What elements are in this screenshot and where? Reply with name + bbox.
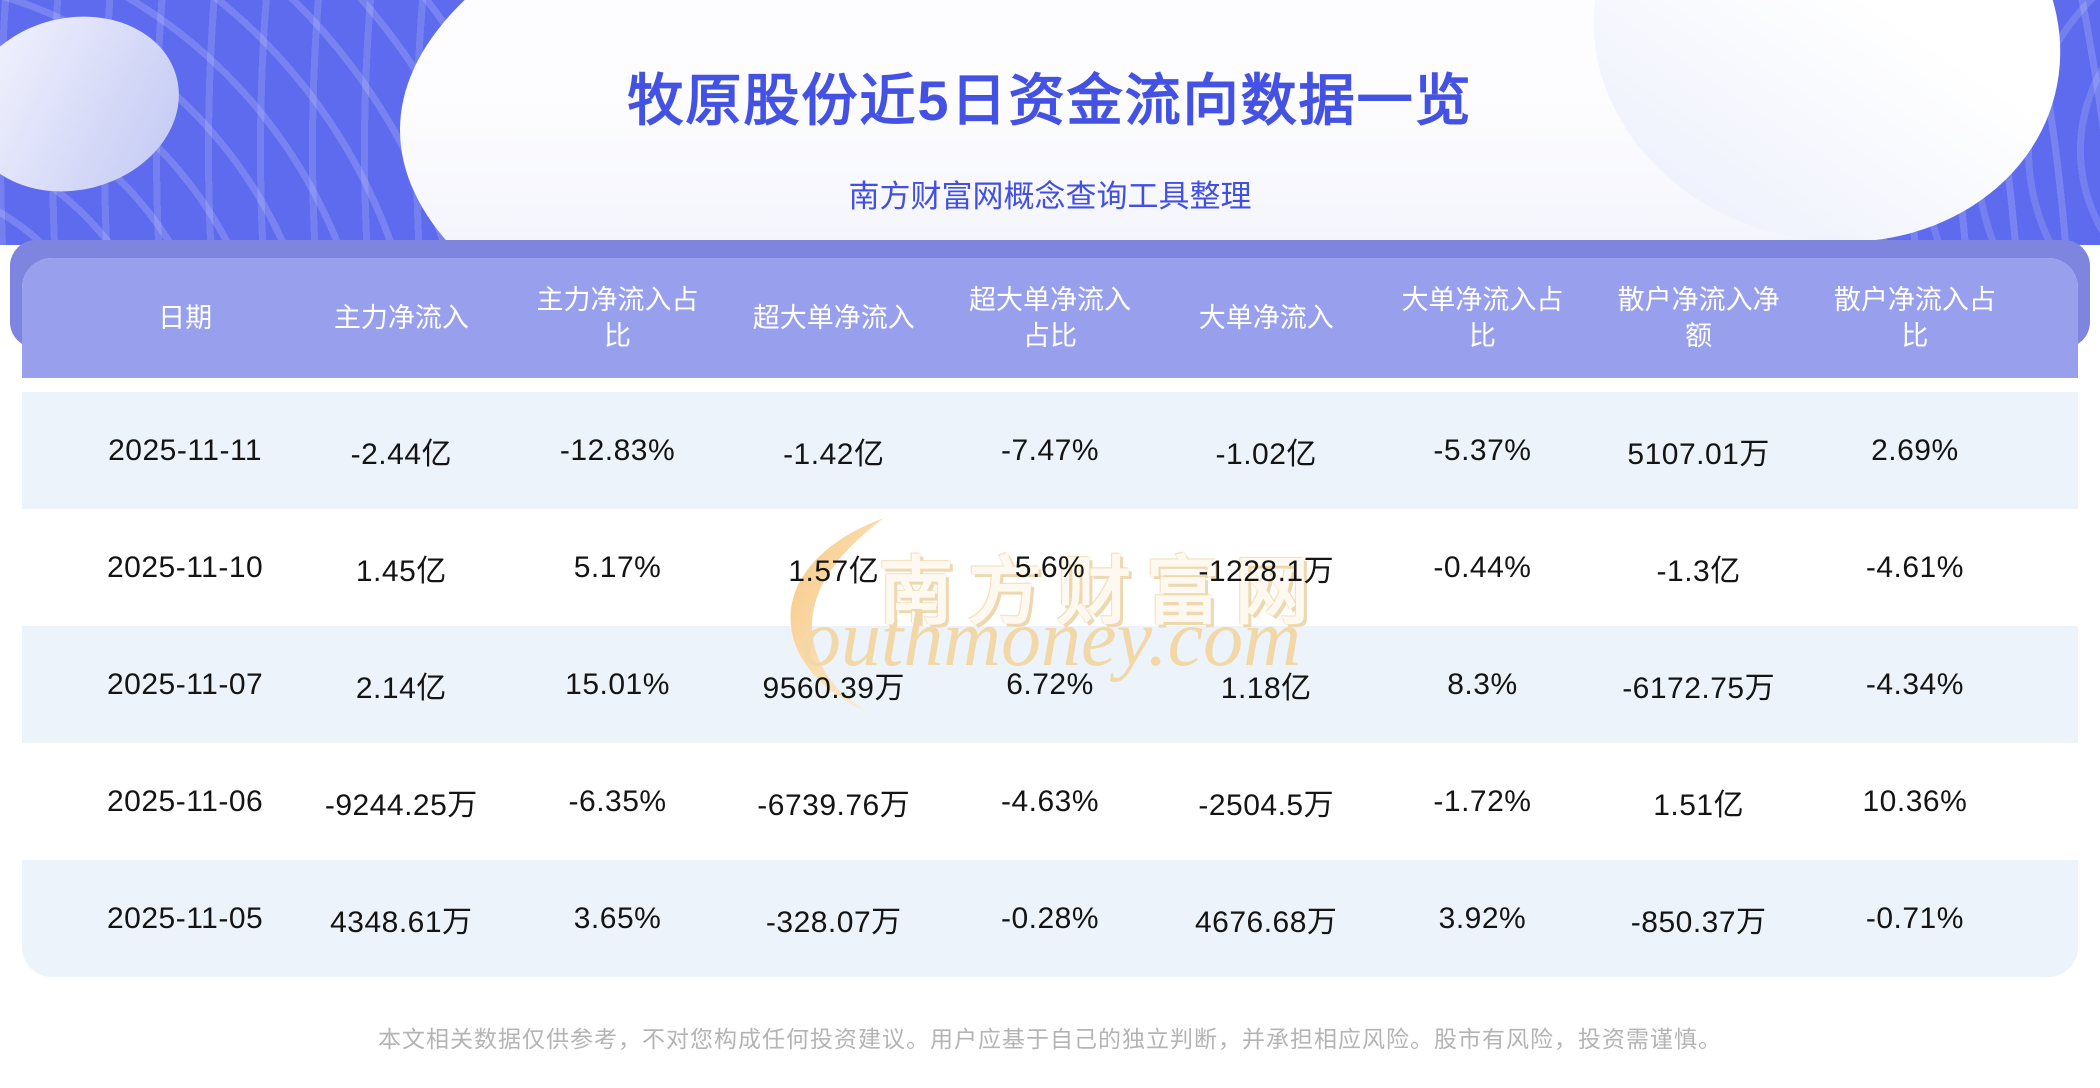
table-cell: -5.37% — [1433, 433, 1532, 467]
table-row: 2025-11-05 4348.61万 3.65% -328.07万 -0.28… — [22, 860, 2078, 977]
table-row: 2025-11-11 -2.44亿 -12.83% -1.42亿 -7.47% … — [22, 392, 2078, 509]
table-cell: -850.37万 — [1630, 905, 1767, 939]
page-subtitle: 南方财富网概念查询工具整理 — [848, 179, 1252, 214]
table-cell: -6172.75万 — [1622, 671, 1776, 705]
table-cell: 1.45亿 — [355, 554, 447, 588]
column-header-xl-order-net-inflow-ratio: 超大单净流入占比 — [968, 285, 1131, 351]
table-cell: -1.42亿 — [783, 437, 885, 471]
table-cell: 2025-11-06 — [106, 784, 264, 818]
column-header-main-net-inflow-ratio: 主力净流入占比 — [536, 285, 699, 351]
table-cell: 1.51亿 — [1653, 788, 1745, 822]
table-cell: -2504.5万 — [1198, 788, 1335, 822]
table-row: 2025-11-06 -9244.25万 -6.35% -6739.76万 -4… — [22, 743, 2078, 860]
table-cell: -9244.25万 — [324, 788, 478, 822]
table-cell: -1.3亿 — [1656, 554, 1741, 588]
table-cell: 4676.68万 — [1194, 905, 1338, 939]
table-cell: 2.14亿 — [355, 671, 447, 705]
table-cell: -2.44亿 — [350, 437, 453, 471]
table-cell: -328.07万 — [765, 905, 902, 939]
table-cell: -4.63% — [1000, 784, 1100, 818]
table-cell: 5.6% — [1014, 550, 1086, 584]
column-header-xl-order-net-inflow: 超大单净流入 — [752, 303, 915, 333]
table-cell: -12.83% — [559, 433, 676, 467]
table-cell: -6739.76万 — [757, 788, 911, 822]
table-cell: 2025-11-10 — [106, 550, 264, 584]
table-cell: -0.28% — [1000, 901, 1100, 935]
table-cell: 8.3% — [1447, 667, 1518, 701]
table-cell: 2025-11-07 — [106, 667, 264, 701]
table-cell: -6.35% — [568, 784, 667, 818]
disclaimer-text: 本文相关数据仅供参考，不对您构成任何投资建议。用户应基于自己的独立判断，并承担相… — [378, 1026, 1722, 1052]
table-cell: 6.72% — [1006, 667, 1094, 701]
page-title: 牧原股份近5日资金流向数据一览 — [627, 69, 1473, 132]
table-row: 2025-11-07 2.14亿 15.01% 9560.39万 6.72% 1… — [22, 626, 2078, 743]
table-cell: 10.36% — [1862, 784, 1968, 818]
banner: 牧原股份近5日资金流向数据一览 南方财富网概念查询工具整理 — [0, 0, 2100, 245]
table-cell: 3.92% — [1438, 901, 1527, 935]
table-cell: 15.01% — [565, 667, 670, 701]
table-cell: -0.71% — [1865, 901, 1964, 935]
table-body: 2025-11-11 -2.44亿 -12.83% -1.42亿 -7.47% … — [22, 378, 2078, 977]
table-card: 日期 主力净流入 主力净流入占比 超大单净流入 超大单净流入占比 大单净流入 大… — [22, 258, 2078, 977]
table-cell: 4348.61万 — [330, 905, 473, 939]
table-cell: -1.72% — [1433, 784, 1532, 818]
column-header-main-net-inflow: 主力净流入 — [333, 303, 469, 333]
table-cell: 2025-11-11 — [108, 433, 263, 467]
table-row: 2025-11-10 1.45亿 5.17% 1.57亿 5.6% -1228.… — [22, 509, 2078, 626]
table-cell: 3.65% — [573, 901, 662, 935]
table-cell: -1.02亿 — [1215, 437, 1317, 471]
footer: 本文相关数据仅供参考，不对您构成任何投资建议。用户应基于自己的独立判断，并承担相… — [0, 1020, 2100, 1054]
table-cell: 5107.01万 — [1627, 437, 1770, 471]
table-cell: 2025-11-05 — [106, 901, 264, 935]
column-header-retail-net-inflow: 散户净流入净额 — [1617, 285, 1780, 351]
column-header-large-order-net-inflow: 大单净流入 — [1198, 303, 1334, 333]
column-header-large-order-net-inflow-ratio: 大单净流入占比 — [1401, 285, 1564, 351]
table-cell: 2.69% — [1871, 433, 1959, 467]
table-cell: 9560.39万 — [762, 671, 905, 705]
table-cell: -7.47% — [1000, 433, 1100, 467]
table-header-row: 日期 主力净流入 主力净流入占比 超大单净流入 超大单净流入占比 大单净流入 大… — [22, 258, 2078, 378]
table-cell: -4.34% — [1865, 667, 1964, 701]
table-cell: 5.17% — [573, 550, 662, 584]
column-header-date: 日期 — [158, 303, 213, 333]
table-cell: -4.61% — [1865, 550, 1964, 584]
table-cell: 1.18亿 — [1220, 671, 1312, 705]
column-header-retail-net-inflow-ratio: 散户净流入占比 — [1833, 285, 1996, 351]
table-cell: -0.44% — [1433, 550, 1532, 584]
table-cell: -1228.1万 — [1198, 554, 1335, 588]
table-cell: 1.57亿 — [788, 554, 880, 588]
